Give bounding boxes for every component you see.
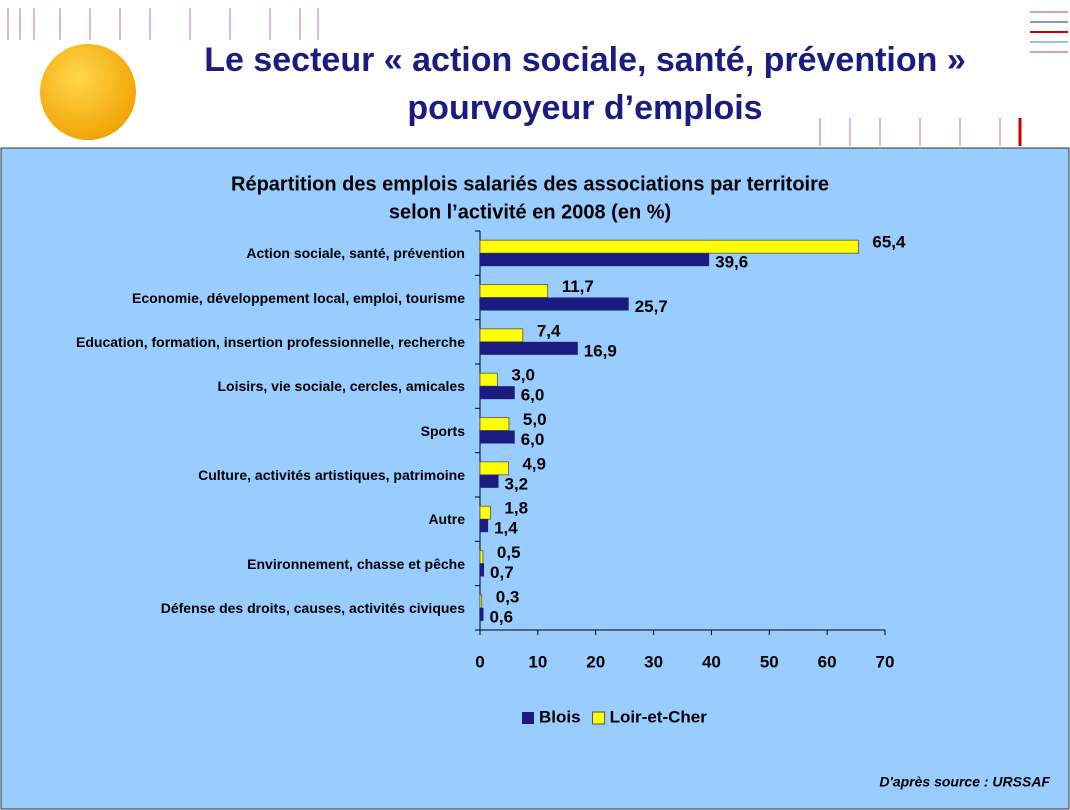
- legend-swatch: [593, 712, 605, 724]
- bar: [480, 298, 629, 311]
- header-title: Le secteur « action sociale, santé, prév…: [204, 41, 966, 79]
- bar: [480, 564, 484, 577]
- value-label: 1,8: [504, 499, 528, 518]
- bar: [480, 240, 858, 253]
- source: D'après source : URSSAF: [879, 774, 1050, 790]
- y-tick-label: Défense des droits, causes, activités ci…: [65, 598, 465, 618]
- x-tick-label: 10: [528, 652, 547, 671]
- y-tick-label: Culture, activités artistiques, patrimoi…: [65, 465, 465, 485]
- bar: [480, 519, 488, 532]
- x-tick-label: 0: [475, 652, 484, 671]
- legend-label: Loir-et-Cher: [610, 707, 708, 726]
- x-tick-label: 40: [702, 652, 721, 671]
- value-label: 7,4: [537, 321, 561, 340]
- header-title: pourvoyeur d’emplois: [407, 89, 762, 127]
- bar: [480, 551, 483, 564]
- x-tick-label: 60: [818, 652, 837, 671]
- bar: [480, 418, 509, 431]
- x-tick-label: 50: [760, 652, 779, 671]
- legend-label: Blois: [539, 707, 581, 726]
- bar: [480, 595, 482, 608]
- value-label: 6,0: [521, 430, 545, 449]
- chart-title: selon l’activité en 2008 (en %): [389, 201, 671, 223]
- value-label: 65,4: [872, 233, 906, 252]
- value-label: 4,9: [522, 454, 546, 473]
- y-tick-label: Action sociale, santé, prévention: [65, 243, 465, 263]
- x-tick-label: 70: [876, 652, 895, 671]
- slide: Le secteur « action sociale, santé, prév…: [0, 0, 1070, 810]
- value-label: 1,4: [494, 519, 518, 538]
- value-label: 25,7: [635, 297, 668, 316]
- value-label: 3,0: [511, 366, 535, 385]
- x-tick-label: 30: [644, 652, 663, 671]
- value-label: 0,7: [490, 563, 514, 582]
- chart: Le secteur « action sociale, santé, prév…: [0, 0, 1070, 810]
- y-tick-label: Economie, développement local, emploi, t…: [65, 288, 465, 308]
- bar: [480, 373, 497, 386]
- value-label: 0,5: [497, 543, 521, 562]
- bar: [480, 608, 483, 621]
- x-tick-label: 20: [586, 652, 605, 671]
- legend-swatch: [522, 712, 534, 724]
- chart-title: Répartition des emplois salariés des ass…: [231, 173, 829, 195]
- value-label: 39,6: [715, 253, 748, 272]
- value-label: 3,2: [505, 474, 529, 493]
- y-tick-label: Sports: [65, 421, 465, 441]
- bar: [480, 329, 523, 342]
- y-tick-label: Environnement, chasse et pêche: [65, 554, 465, 574]
- value-label: 6,0: [521, 386, 545, 405]
- value-label: 16,9: [584, 341, 617, 360]
- bar: [480, 431, 515, 444]
- value-label: 0,3: [496, 587, 520, 606]
- decor-circle: [40, 44, 136, 140]
- y-tick-label: Loisirs, vie sociale, cercles, amicales: [65, 376, 465, 396]
- bar: [480, 253, 709, 266]
- bar: [480, 285, 548, 298]
- bar: [480, 462, 508, 475]
- bar: [480, 342, 578, 355]
- bar: [480, 506, 490, 519]
- value-label: 11,7: [562, 277, 594, 296]
- bar: [480, 475, 499, 488]
- value-label: 5,0: [523, 410, 547, 429]
- value-label: 0,6: [489, 607, 513, 626]
- y-tick-label: Education, formation, insertion professi…: [65, 332, 465, 352]
- bar: [480, 386, 515, 399]
- y-tick-label: Autre: [65, 509, 465, 529]
